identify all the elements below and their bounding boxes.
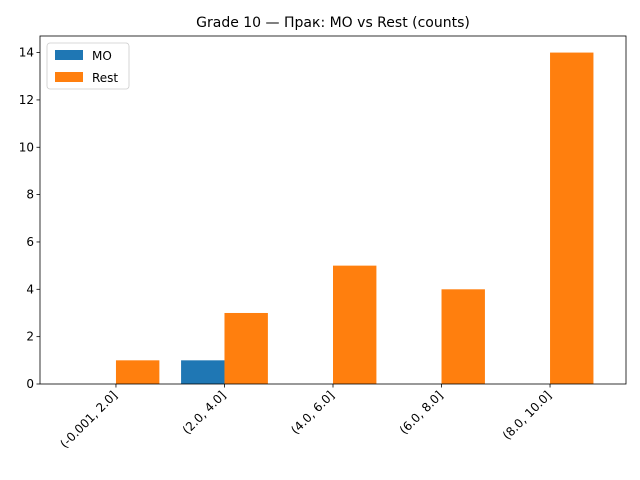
legend: MO Rest bbox=[46, 42, 130, 90]
bars bbox=[115, 52, 594, 384]
x-tick-label: (2.0, 4.0] bbox=[180, 388, 229, 437]
y-tick-label: 8 bbox=[26, 188, 34, 202]
axes bbox=[36, 35, 627, 388]
y-tick-labels: 0 2 4 6 8 10 12 14 bbox=[19, 46, 34, 391]
y-tick-label: 0 bbox=[26, 377, 34, 391]
y-tick-label: 2 bbox=[26, 330, 34, 344]
y-tick-label: 12 bbox=[19, 93, 34, 107]
bar-rest-1 bbox=[224, 312, 268, 384]
legend-label-rest: Rest bbox=[92, 71, 118, 85]
x-tick-label: (4.0, 6.0] bbox=[288, 388, 337, 437]
y-tick-label: 4 bbox=[26, 282, 34, 296]
y-tick-label: 10 bbox=[19, 140, 34, 154]
chart-title: Grade 10 — Прак: MO vs Rest (counts) bbox=[196, 15, 470, 31]
legend-label-mo: MO bbox=[92, 49, 112, 63]
y-tick-label: 14 bbox=[19, 46, 34, 60]
legend-swatch-rest bbox=[55, 72, 83, 82]
bar-mo-1 bbox=[181, 360, 225, 384]
bar-rest-2 bbox=[333, 265, 377, 384]
y-tick-label: 6 bbox=[26, 235, 34, 249]
bar-rest-0 bbox=[115, 360, 160, 384]
x-tick-label: (-0.001, 2.0] bbox=[57, 388, 120, 451]
legend-swatch-mo bbox=[55, 50, 83, 60]
bar-rest-3 bbox=[441, 289, 485, 384]
x-tick-label: (6.0, 8.0] bbox=[397, 388, 446, 437]
x-tick-label: (8.0, 10.0] bbox=[500, 388, 554, 442]
x-tick-labels: (-0.001, 2.0] (2.0, 4.0] (4.0, 6.0] (6.0, 8… bbox=[57, 388, 554, 451]
bar-rest-4 bbox=[550, 52, 594, 384]
